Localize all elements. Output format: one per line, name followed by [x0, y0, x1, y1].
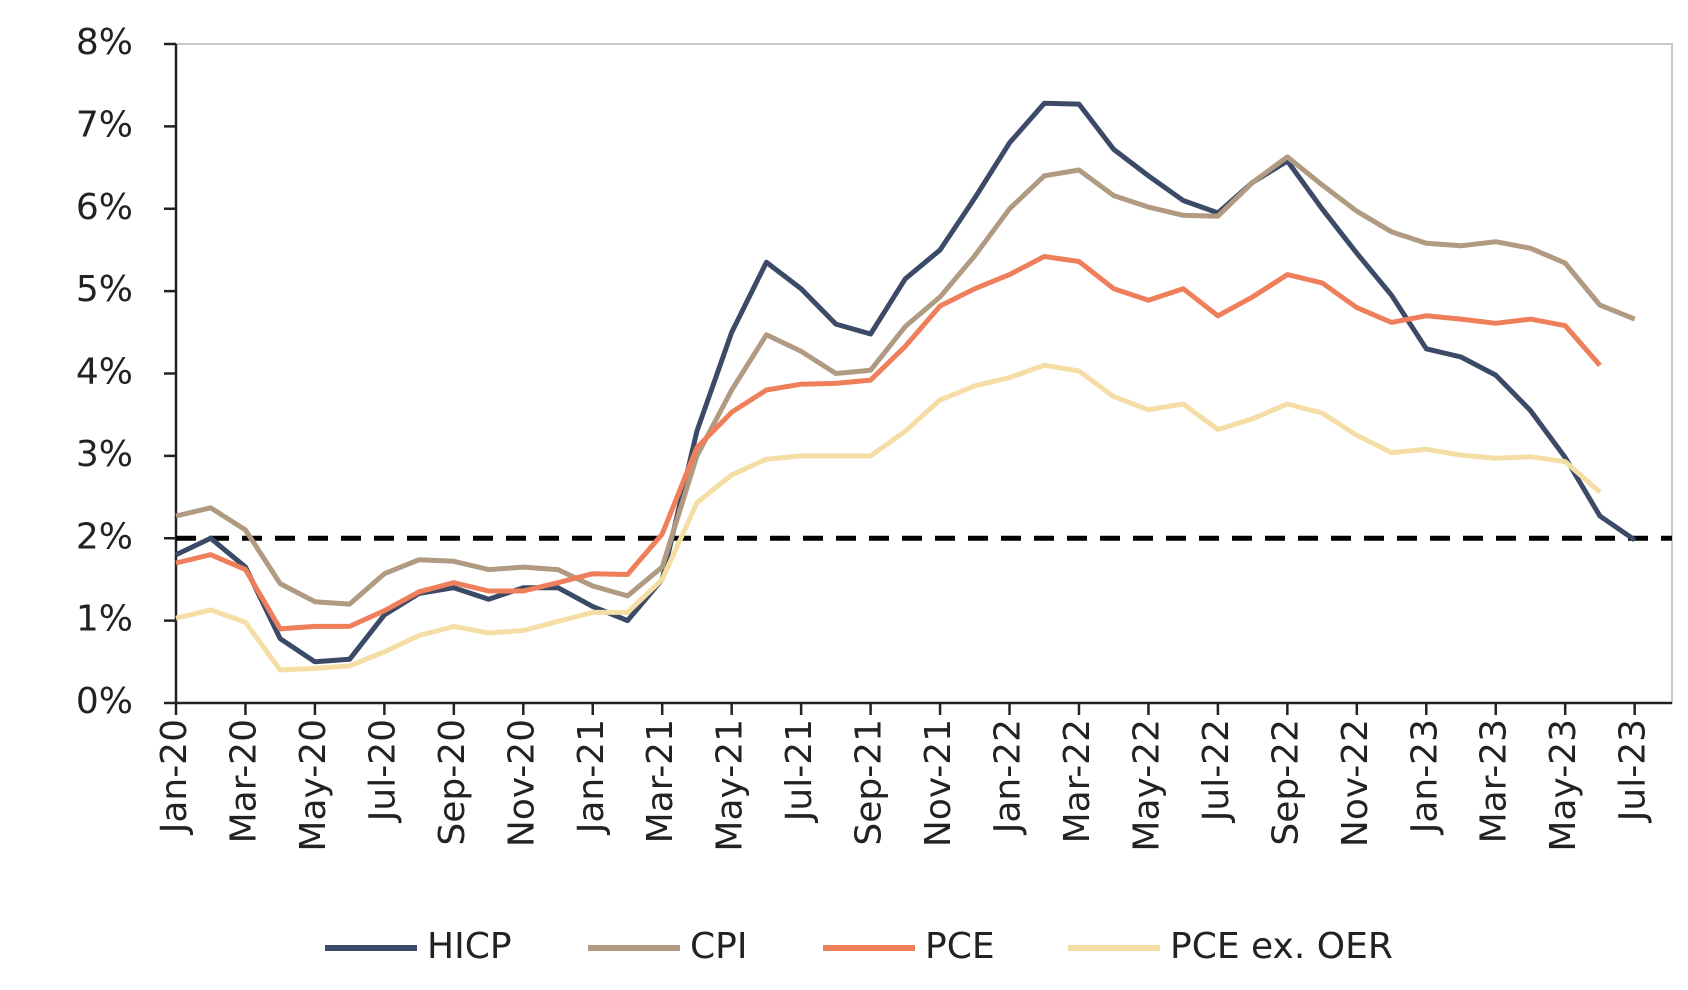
x-tick-label: Jan-20	[154, 719, 195, 835]
x-tick-label: Sep-22	[1265, 719, 1306, 846]
x-tick-label: Mar-22	[1057, 719, 1098, 843]
x-tick-label: May-22	[1126, 719, 1167, 852]
y-tick-label: 4%	[76, 352, 133, 393]
legend-label: PCE ex. OER	[1170, 926, 1393, 967]
x-tick-label: Nov-20	[501, 719, 542, 847]
y-tick-label: 5%	[76, 269, 133, 310]
legend-label: CPI	[690, 926, 747, 967]
legend-label: PCE	[925, 926, 995, 967]
y-tick-label: 7%	[76, 104, 133, 145]
x-tick-label: Jan-22	[988, 719, 1029, 835]
legend-label: HICP	[427, 926, 512, 967]
x-tick-label: May-21	[710, 719, 751, 852]
x-tick-label: Sep-20	[432, 719, 473, 846]
x-tick-label: May-20	[293, 719, 334, 852]
series-line	[175, 362, 1602, 673]
y-tick-label: 1%	[76, 599, 133, 640]
x-tick-label: May-23	[1543, 719, 1584, 852]
x-tick-label: Jul-21	[779, 719, 820, 823]
x-tick-label: Mar-20	[223, 719, 264, 843]
series-line	[175, 254, 1602, 632]
x-tick-label: Jan-21	[571, 719, 612, 835]
x-tick-label: Jul-20	[362, 719, 403, 823]
x-tick-label: Jul-23	[1613, 719, 1654, 823]
y-tick-label: 3%	[76, 434, 133, 475]
x-tick-label: Jan-23	[1404, 719, 1445, 835]
series-line	[174, 100, 1637, 665]
y-tick-label: 0%	[76, 681, 133, 722]
x-tick-label: Nov-21	[918, 719, 959, 847]
x-tick-label: Sep-21	[849, 719, 890, 846]
x-tick-label: Jul-22	[1196, 719, 1237, 823]
x-tick-label: Mar-23	[1474, 719, 1515, 843]
y-tick-label: 6%	[76, 187, 133, 228]
x-tick-label: Nov-22	[1335, 719, 1376, 847]
y-tick-label: 2%	[76, 516, 133, 557]
y-tick-label: 8%	[76, 22, 133, 63]
series-line	[175, 154, 1636, 607]
x-tick-label: Mar-21	[640, 719, 681, 843]
